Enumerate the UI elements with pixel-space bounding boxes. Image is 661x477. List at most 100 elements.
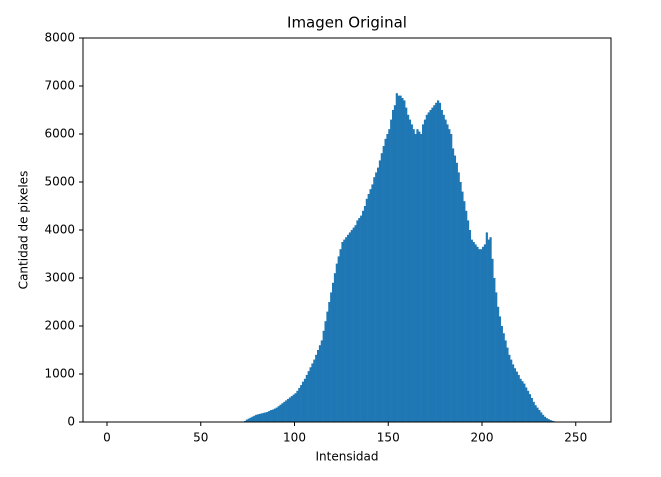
bar [304, 379, 306, 422]
bar [259, 414, 261, 422]
bar [270, 410, 272, 422]
bar [420, 134, 422, 422]
bar [283, 402, 285, 422]
bar [336, 264, 338, 422]
bar [268, 411, 270, 422]
bar [293, 395, 295, 422]
bar [385, 139, 387, 422]
bar [409, 120, 411, 422]
x-tick-label: 0 [103, 431, 111, 445]
bar [377, 168, 379, 422]
bar [379, 160, 381, 422]
bar [435, 103, 437, 422]
bar [341, 242, 343, 422]
bar [394, 105, 396, 422]
bar [403, 100, 405, 422]
bar [401, 98, 403, 422]
bar [430, 110, 432, 422]
bar [536, 408, 538, 422]
bar [340, 249, 342, 422]
bar [531, 398, 533, 422]
bar [257, 414, 259, 422]
bar [437, 100, 439, 422]
bar [345, 237, 347, 422]
bar [546, 418, 548, 422]
bar [373, 177, 375, 422]
bar [463, 201, 465, 422]
bar [454, 156, 456, 422]
bar [510, 360, 512, 422]
bar [456, 163, 458, 422]
bar [392, 110, 394, 422]
bar [460, 182, 462, 422]
bar [467, 220, 469, 422]
bar [441, 110, 443, 422]
bar [482, 247, 484, 422]
bar [317, 350, 319, 422]
bar [349, 232, 351, 422]
bar [424, 120, 426, 422]
bar [475, 244, 477, 422]
bar [276, 408, 278, 422]
y-tick-label: 6000 [44, 127, 75, 141]
bar [323, 331, 325, 422]
bar [486, 232, 488, 422]
bar [326, 312, 328, 422]
bar [298, 388, 300, 422]
bar [265, 412, 267, 422]
bar [503, 333, 505, 422]
bar [411, 124, 413, 422]
y-tick-label: 2000 [44, 319, 75, 333]
bar [362, 211, 364, 422]
bar [490, 237, 492, 422]
bar [360, 216, 362, 422]
bar [285, 400, 287, 422]
x-tick-label: 200 [471, 431, 494, 445]
bar [272, 410, 274, 422]
bar [287, 399, 289, 422]
bar [334, 273, 336, 422]
bar [525, 387, 527, 422]
bar [433, 105, 435, 422]
bar [274, 409, 276, 422]
bar [321, 340, 323, 422]
bar [281, 403, 283, 422]
y-tick-label: 3000 [44, 271, 75, 285]
bar [418, 132, 420, 422]
bar [306, 375, 308, 422]
bar [495, 292, 497, 422]
bar [540, 412, 542, 422]
bar [368, 194, 370, 422]
bar [253, 416, 255, 422]
bar [506, 348, 508, 422]
bar [452, 148, 454, 422]
bar [351, 230, 353, 422]
x-axis-label: Intensidad [315, 450, 378, 464]
y-axis-label: Cantidad de pixeles [17, 171, 31, 290]
bar [471, 240, 473, 422]
bar [295, 393, 297, 422]
bar [355, 225, 357, 422]
bar [375, 172, 377, 422]
y-tick-label: 0 [67, 415, 75, 429]
bar [266, 412, 268, 422]
bar [353, 228, 355, 422]
bar [396, 93, 398, 422]
y-tick-label: 8000 [44, 31, 75, 45]
bar [315, 355, 317, 422]
bar [426, 115, 428, 422]
y-tick-label: 7000 [44, 79, 75, 93]
bar [497, 307, 499, 422]
bar [343, 240, 345, 422]
bar [261, 413, 263, 422]
bar [407, 115, 409, 422]
bar [330, 292, 332, 422]
bar [358, 218, 360, 422]
bar [439, 103, 441, 422]
bar [310, 367, 312, 422]
bar [491, 259, 493, 422]
bar [428, 112, 430, 422]
bar [476, 247, 478, 422]
bar [250, 418, 252, 422]
x-tick-label: 250 [564, 431, 587, 445]
